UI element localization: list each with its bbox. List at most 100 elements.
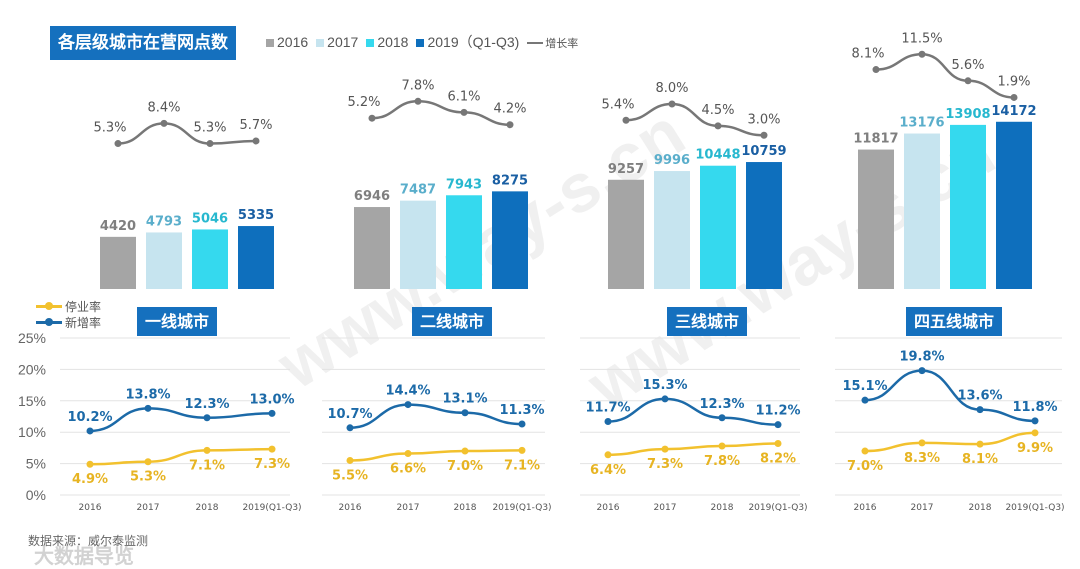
closure-rate-label: 4.9% (72, 472, 108, 487)
legend-2016: 2016 (266, 34, 308, 50)
growth-rate-point (760, 131, 768, 139)
new-rate-label: 10.2% (67, 410, 112, 425)
city-label-tier2: 二线城市 (412, 307, 493, 336)
growth-rate-label: 8.4% (147, 100, 180, 115)
new-rate-point (1031, 417, 1039, 425)
bar-value-label: 9996 (654, 153, 690, 168)
closure-rate-label: 7.3% (254, 457, 290, 472)
growth-rate-line (875, 52, 1015, 99)
new-rate-label: 11.7% (585, 401, 630, 416)
x-tick-label: 2018 (196, 503, 219, 513)
x-tick-label: 2019(Q1-Q3) (242, 503, 301, 513)
legend: 2016 2017 2018 2019（Q1-Q3) 增长率 (266, 32, 578, 52)
x-tick-label: 2019(Q1-Q3) (492, 503, 551, 513)
bar-value-label: 13176 (899, 116, 944, 131)
closure-rate-label: 7.1% (504, 458, 540, 473)
closure-rate-point (774, 440, 782, 448)
closure-rate-point (604, 451, 612, 459)
new-rate-label: 13.1% (442, 392, 487, 407)
x-tick-label: 2019(Q1-Q3) (748, 503, 807, 513)
new-rate-point (461, 409, 469, 417)
bar-value-label: 11817 (853, 132, 898, 147)
growth-rate-line (371, 100, 511, 126)
growth-rate-label: 5.7% (239, 118, 272, 133)
bar-2018 (700, 165, 736, 289)
bar-2016 (858, 149, 894, 289)
growth-rate-label: 8.0% (655, 81, 688, 96)
closure-rate-label: 8.2% (760, 452, 796, 467)
new-rate-point (774, 421, 782, 429)
new-rate-label: 11.8% (1012, 400, 1057, 415)
data-source: 数据来源：威尔泰监测 (28, 534, 149, 548)
growth-rate-point (872, 66, 880, 74)
new-rate-label: 19.8% (899, 350, 944, 365)
growth-rate-label: 5.2% (347, 95, 380, 110)
new-rate-point (718, 414, 726, 422)
new-rate-point (404, 401, 412, 409)
bar-2017 (400, 200, 436, 289)
legend-2019: 2019（Q1-Q3) (416, 32, 519, 52)
bar-2018 (446, 195, 482, 289)
bar-value-label: 7487 (400, 183, 436, 198)
x-tick-label: 2018 (454, 503, 477, 513)
closure-rate-point (86, 460, 94, 468)
city-label-tier3: 三线城市 (667, 307, 748, 336)
new-rate-point (518, 420, 526, 428)
growth-rate-point (964, 77, 972, 85)
growth-rate-label: 11.5% (901, 31, 942, 46)
closure-rate-label: 7.0% (847, 459, 883, 474)
new-rate-point (346, 424, 354, 432)
bar-2019(Q1-Q3) (996, 121, 1032, 289)
closure-rate-label: 7.3% (647, 457, 683, 472)
bar-value-label: 8275 (492, 173, 528, 188)
closure-rate-label: 7.1% (189, 458, 225, 473)
growth-rate-line (117, 122, 257, 145)
bar-2019(Q1-Q3) (238, 226, 274, 289)
bar-2019(Q1-Q3) (492, 191, 528, 289)
growth-rate-point (368, 114, 376, 122)
growth-rate-point (160, 119, 168, 127)
x-tick-label: 2019(Q1-Q3) (1005, 503, 1064, 513)
growth-rate-label: 8.1% (851, 47, 884, 62)
growth-rate-point (252, 137, 260, 145)
closure-rate-line (89, 447, 273, 466)
growth-rate-point (668, 100, 676, 108)
bar-value-label: 5046 (192, 211, 228, 226)
y-tick-label: 10% (18, 424, 46, 440)
closure-rate-label: 5.3% (130, 470, 166, 485)
closure-rate-line (349, 449, 523, 462)
new-rate-point (144, 404, 152, 412)
bar-value-label: 10759 (741, 144, 786, 159)
growth-rate-point (414, 97, 422, 105)
legend-closure-rate: 停业率 (36, 298, 101, 315)
bar-value-label: 7943 (446, 177, 482, 192)
bar-2016 (100, 236, 136, 289)
closure-rate-label: 6.4% (590, 463, 626, 478)
closure-rate-point (346, 456, 354, 464)
y-tick-label: 25% (18, 330, 46, 346)
bar-value-label: 9257 (608, 162, 644, 177)
new-rate-label: 14.4% (385, 384, 430, 399)
logo-watermark: 大数据导览 (34, 544, 134, 568)
new-rate-line (864, 369, 1036, 423)
growth-rate-label: 6.1% (447, 89, 480, 104)
x-tick-label: 2016 (339, 503, 362, 513)
legend-new-rate: 新增率 (36, 314, 101, 331)
bar-value-label: 4420 (100, 219, 136, 234)
growth-rate-label: 7.8% (401, 78, 434, 93)
new-rate-point (604, 418, 612, 426)
bar-value-label: 10448 (695, 148, 740, 163)
closure-rate-label: 8.3% (904, 451, 940, 466)
growth-rate-label: 1.9% (997, 74, 1030, 89)
y-tick-label: 5% (26, 456, 46, 472)
closure-rate-line (864, 431, 1036, 453)
new-rate-label: 15.1% (842, 379, 887, 394)
closure-rate-point (461, 447, 469, 455)
y-tick-label: 15% (18, 393, 46, 409)
page-title: 各层级城市在营网点数 (50, 26, 236, 60)
closure-rate-point (404, 450, 412, 458)
bar-2017 (146, 232, 182, 289)
new-rate-point (203, 414, 211, 422)
growth-rate-point (714, 122, 722, 130)
